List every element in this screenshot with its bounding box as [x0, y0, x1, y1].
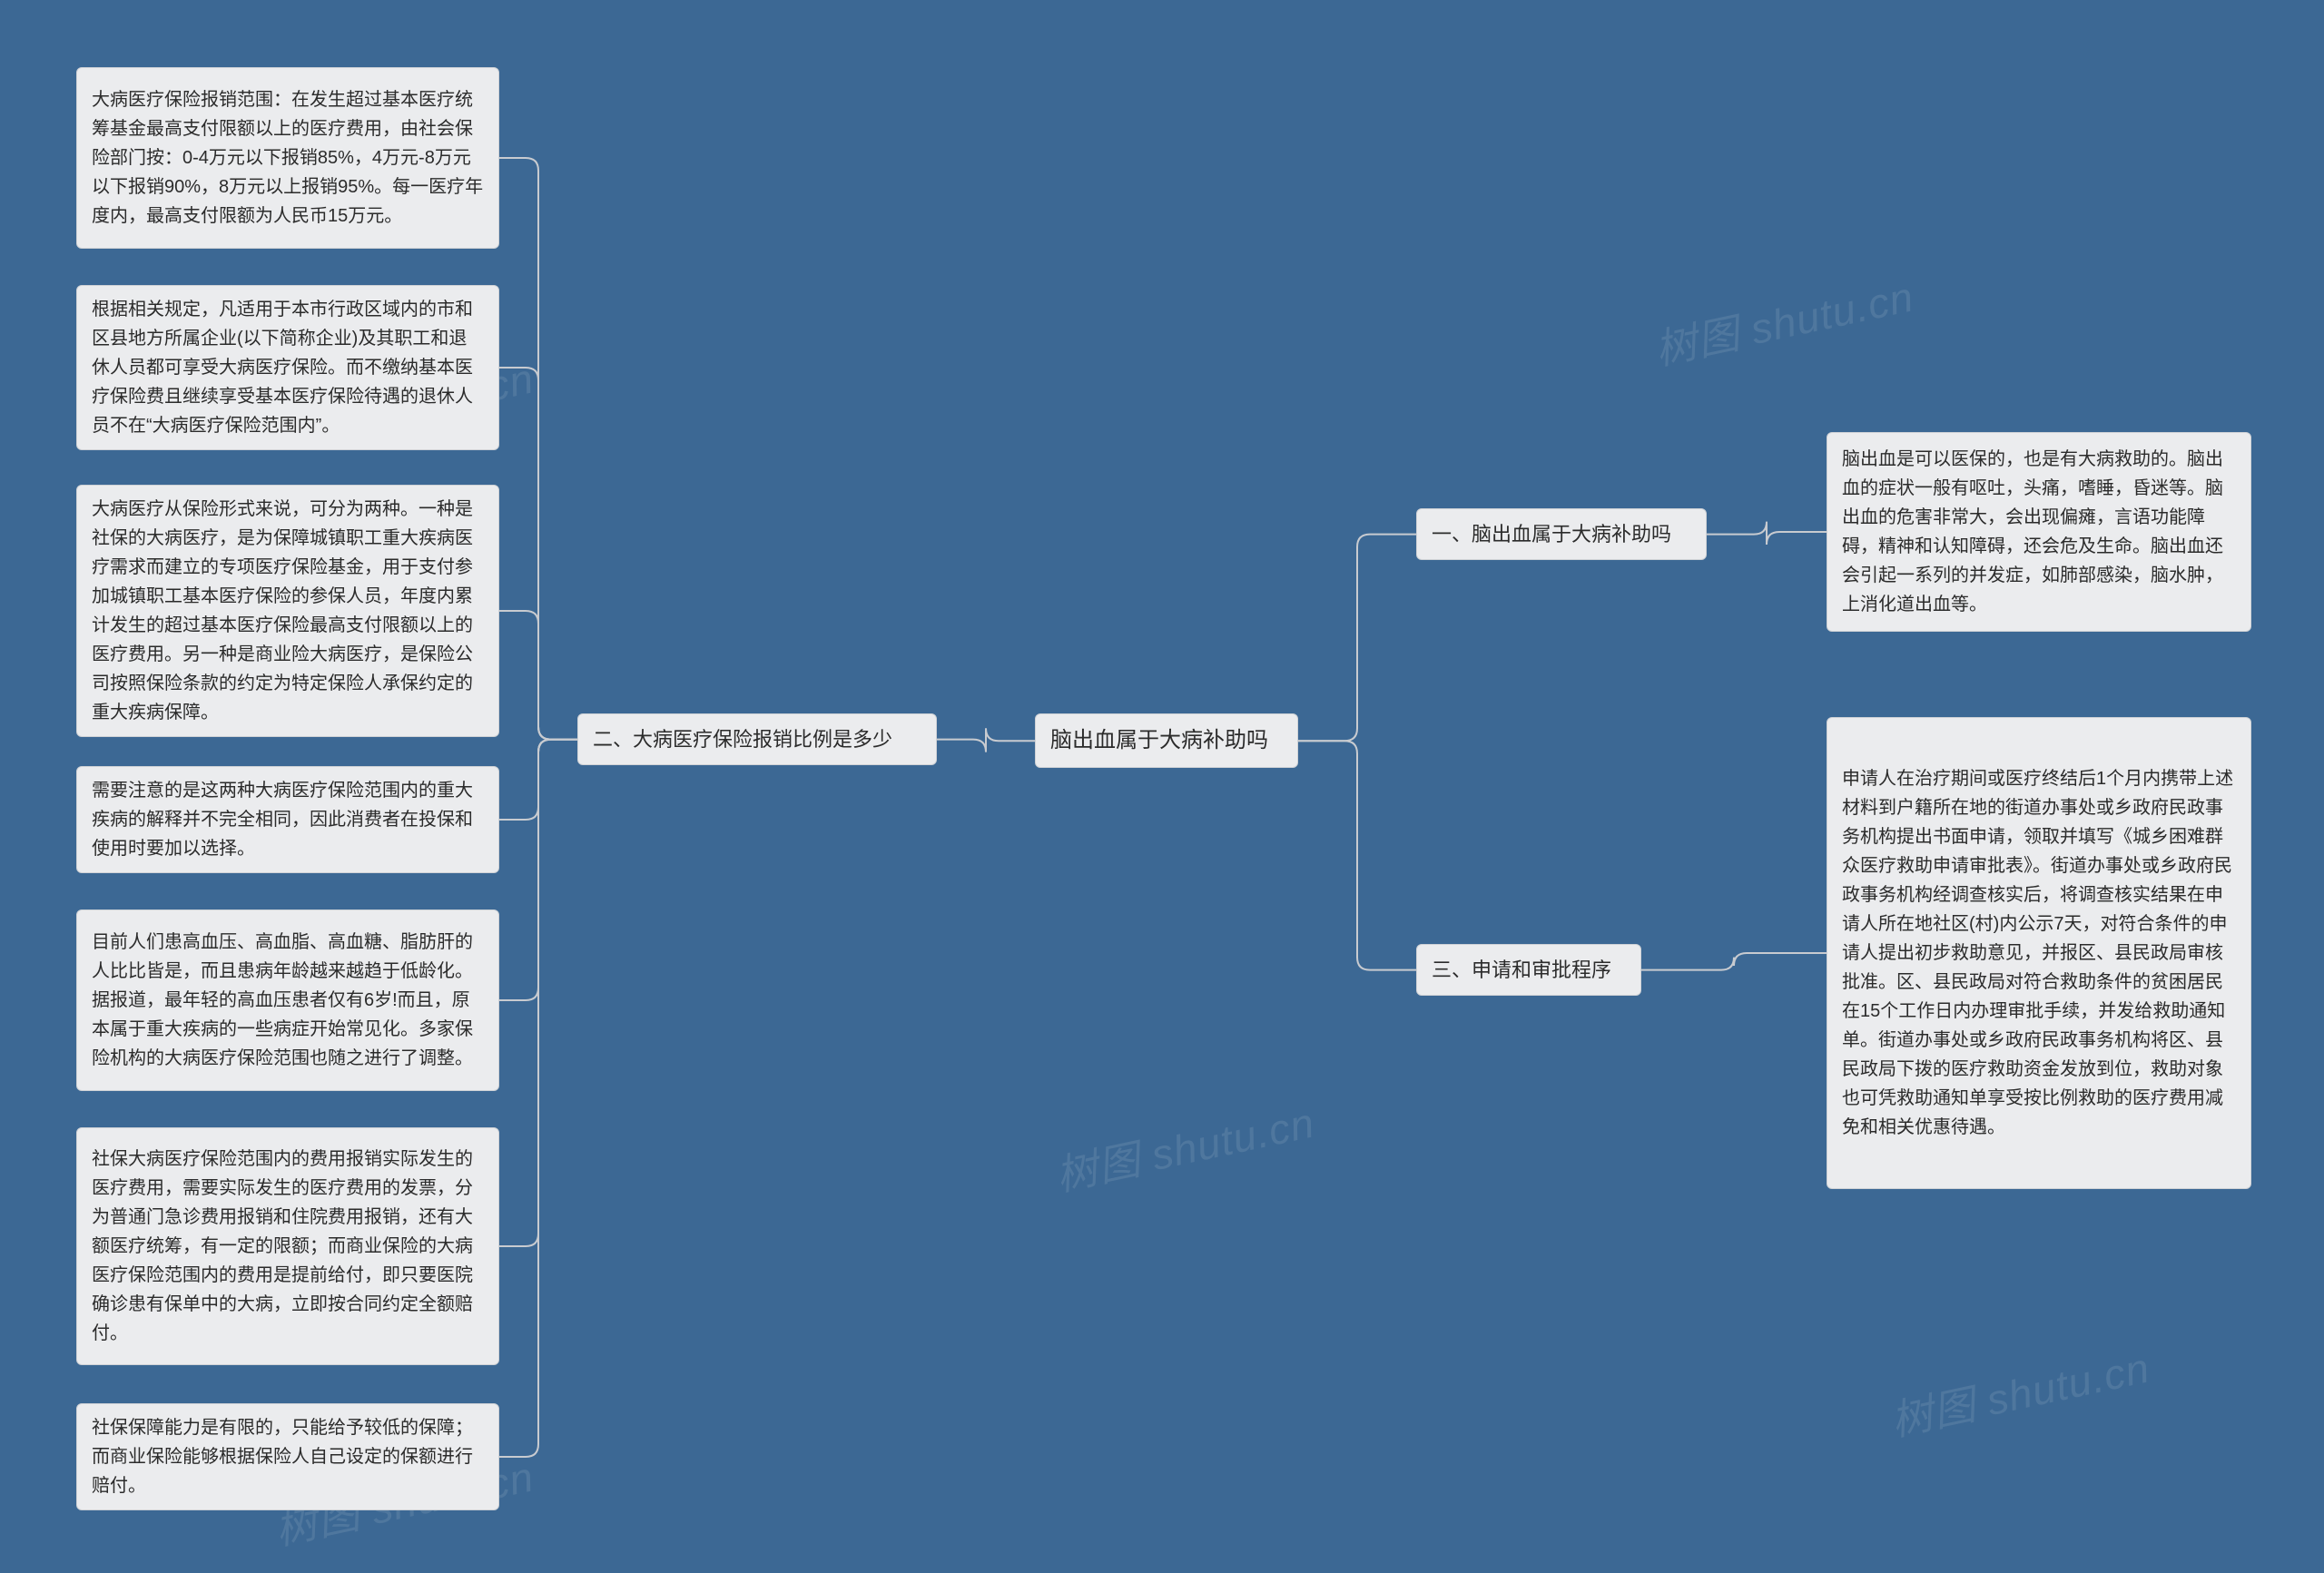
node-label: 大病医疗从保险形式来说，可分为两种。一种是社保的大病医疗，是为保障城镇职工重大疾… [92, 495, 484, 727]
mindmap-node-l2a[interactable]: 大病医疗保险报销范围：在发生超过基本医疗统筹基金最高支付限额以上的医疗费用，由社… [76, 67, 499, 249]
mindmap-node-l2d[interactable]: 需要注意的是这两种大病医疗保险范围内的重大疾病的解释并不完全相同，因此消费者在投… [76, 766, 499, 873]
node-label: 脑出血属于大病补助吗 [1050, 723, 1268, 758]
node-label: 二、大病医疗保险报销比例是多少 [593, 723, 892, 755]
node-label: 脑出血是可以医保的，也是有大病救助的。脑出血的症状一般有呕吐，头痛，嗜睡，昏迷等… [1842, 445, 2236, 619]
edge [499, 740, 577, 1457]
node-label: 大病医疗保险报销范围：在发生超过基本医疗统筹基金最高支付限额以上的医疗费用，由社… [92, 85, 484, 231]
mindmap-stage: 树图 shutu.cn树图 shutu.cn树图 shutu.cn树图 shut… [0, 0, 2324, 1573]
edge [1641, 953, 1827, 970]
edge [937, 728, 1035, 752]
mindmap-node-l2b[interactable]: 根据相关规定，凡适用于本市行政区域内的市和区县地方所属企业(以下简称企业)及其职… [76, 285, 499, 450]
edge [1298, 741, 1416, 969]
node-label: 社保大病医疗保险范围内的费用报销实际发生的医疗费用，需要实际发生的医疗费用的发票… [92, 1145, 484, 1348]
mindmap-node-r3[interactable]: 三、申请和审批程序 [1416, 944, 1641, 996]
mindmap-node-l2c[interactable]: 大病医疗从保险形式来说，可分为两种。一种是社保的大病医疗，是为保障城镇职工重大疾… [76, 485, 499, 737]
mindmap-node-l2f[interactable]: 社保大病医疗保险范围内的费用报销实际发生的医疗费用，需要实际发生的医疗费用的发票… [76, 1127, 499, 1365]
mindmap-node-r3a[interactable]: 申请人在治疗期间或医疗终结后1个月内携带上述材料到户籍所在地的街道办事处或乡政府… [1827, 717, 2251, 1189]
node-label: 申请人在治疗期间或医疗终结后1个月内携带上述材料到户籍所在地的街道办事处或乡政府… [1842, 764, 2236, 1142]
node-label: 一、脑出血属于大病补助吗 [1432, 518, 1671, 550]
node-label: 根据相关规定，凡适用于本市行政区域内的市和区县地方所属企业(以下简称企业)及其职… [92, 295, 484, 440]
mindmap-node-root[interactable]: 脑出血属于大病补助吗 [1035, 713, 1298, 768]
mindmap-node-r1a[interactable]: 脑出血是可以医保的，也是有大病救助的。脑出血的症状一般有呕吐，头痛，嗜睡，昏迷等… [1827, 432, 2251, 632]
mindmap-node-l2[interactable]: 二、大病医疗保险报销比例是多少 [577, 713, 937, 765]
mindmap-node-l2g[interactable]: 社保保障能力是有限的，只能给予较低的保障；而商业保险能够根据保险人自己设定的保额… [76, 1403, 499, 1510]
node-label: 三、申请和审批程序 [1432, 954, 1611, 986]
mindmap-node-l2e[interactable]: 目前人们患高血压、高血脂、高血糖、脂肪肝的人比比皆是，而且患病年龄越来越趋于低龄… [76, 909, 499, 1091]
mindmap-node-r1[interactable]: 一、脑出血属于大病补助吗 [1416, 508, 1707, 560]
node-label: 社保保障能力是有限的，只能给予较低的保障；而商业保险能够根据保险人自己设定的保额… [92, 1413, 484, 1500]
edge [499, 611, 577, 740]
edge [1707, 522, 1827, 545]
edge [1298, 535, 1416, 742]
node-label: 需要注意的是这两种大病医疗保险范围内的重大疾病的解释并不完全相同，因此消费者在投… [92, 776, 484, 863]
node-label: 目前人们患高血压、高血脂、高血糖、脂肪肝的人比比皆是，而且患病年龄越来越趋于低龄… [92, 928, 484, 1073]
